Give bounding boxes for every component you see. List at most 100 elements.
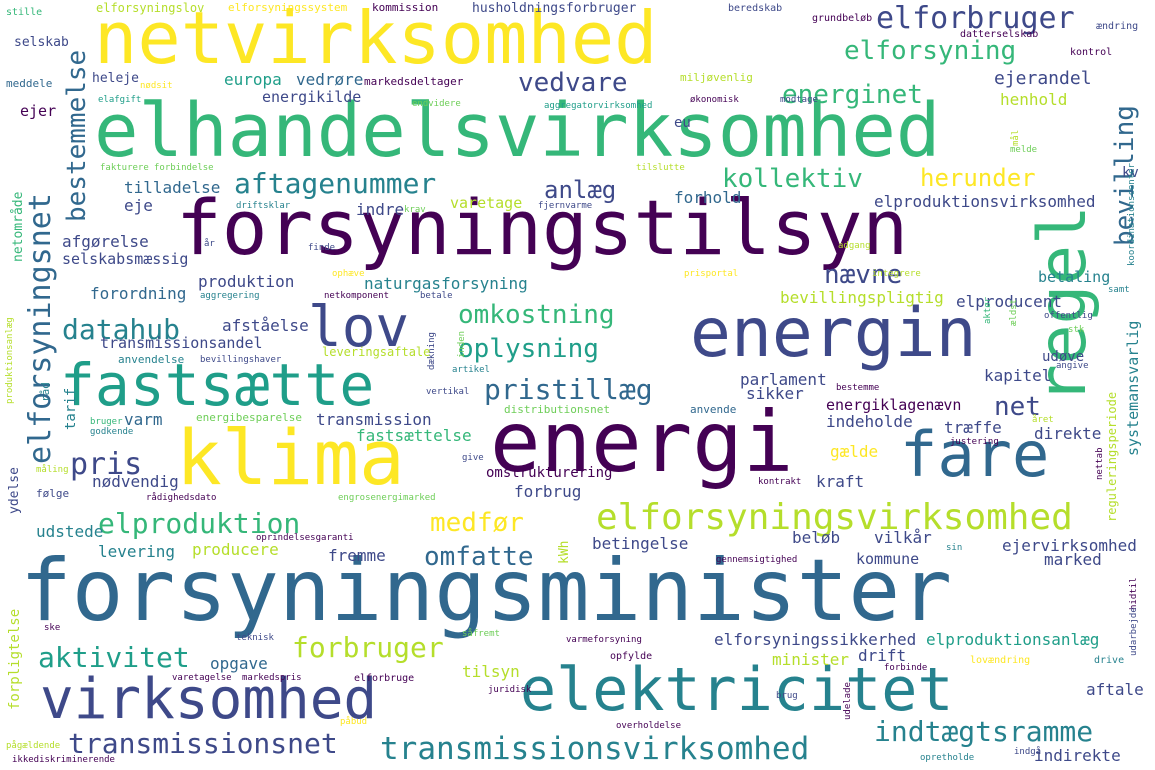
word-elafgift: elafgift xyxy=(98,95,142,105)
word-melde: melde xyxy=(1010,145,1038,155)
word-godkende: godkende xyxy=(90,427,134,437)
word-drift: drift xyxy=(858,646,907,665)
word-henhold: henhold xyxy=(1000,90,1068,109)
word-modtage: modtage xyxy=(780,95,818,105)
word-afgoerelse: afgørelse xyxy=(62,232,149,251)
word-omfatte: omfatte xyxy=(424,542,534,572)
word-pristillaeg: pristillæg xyxy=(484,373,653,406)
word-reguleringsperiode: reguleringsperiode xyxy=(1105,391,1119,522)
word-netkomponent: netkomponent xyxy=(324,291,390,301)
word-traeffe: træffe xyxy=(944,418,1002,437)
word-elforsyningsnet: elforsyningsnet xyxy=(23,193,58,464)
word-minister: minister xyxy=(772,650,850,669)
word-aftagenummer: aftagenummer xyxy=(234,167,437,200)
word-adgang: adgang xyxy=(838,241,871,251)
word-forbrug: forbrug xyxy=(514,482,582,501)
word-finde: finde xyxy=(308,243,336,253)
word-klima: klima xyxy=(176,413,405,502)
word-elhandelsvirksomhed: elhandelsvirksomhed xyxy=(94,88,941,174)
word-maaling: måling xyxy=(36,465,69,475)
word-bevillingshaver: bevillingshaver xyxy=(200,355,282,365)
word-naevne: nævne xyxy=(824,260,903,290)
word-medfoer: medfør xyxy=(430,508,524,538)
word-udstede: udstede xyxy=(36,522,104,541)
word-noedvendig: nødvendig xyxy=(92,472,179,491)
word-aaret: året xyxy=(1032,415,1054,425)
word-opgave: opgave xyxy=(210,654,268,673)
word-selskabsmaessig: selskabsmæssig xyxy=(62,250,189,268)
word-netomraade: netområde xyxy=(11,191,26,262)
word-juridisk: juridisk xyxy=(488,685,532,695)
word-kwh: kWh xyxy=(557,540,572,564)
word-forpligtelse: forpligtelse xyxy=(7,608,23,710)
word-fastsaette: fastsætte xyxy=(60,351,375,419)
word-stille: stille xyxy=(6,7,43,18)
word-teknisk: teknisk xyxy=(236,633,274,643)
word-beredskab: beredskab xyxy=(728,3,783,14)
word-hidtil: hidtil xyxy=(1129,577,1139,610)
word-kommission: kommission xyxy=(372,1,439,14)
word-driftsklar: driftsklar xyxy=(236,201,291,211)
word-omkostning: omkostning xyxy=(458,300,615,330)
word-varmeforsyning: varmeforsyning xyxy=(566,635,642,645)
word-foelge: følge xyxy=(36,487,70,500)
word-transmission: transmission xyxy=(316,410,432,429)
word-aktivitet: aktivitet xyxy=(38,641,190,674)
word-husholdningsforbruger: husholdningsforbruger xyxy=(472,1,637,16)
word-integrere: integrere xyxy=(872,269,921,279)
word-transmissionsvirksomhed: transmissionsvirksomhed xyxy=(380,731,810,767)
word-markedsdeltager: markedsdeltager xyxy=(364,75,464,88)
word-systemansvarlig: systemansvarlig xyxy=(1124,320,1142,456)
word-omstrukturering: omstrukturering xyxy=(486,465,613,481)
word-elektricitet: elektricitet xyxy=(520,655,954,725)
word-ophaeve: ophæve xyxy=(332,269,365,279)
word-udelade: udelade xyxy=(843,682,853,720)
word-forordning: forordning xyxy=(90,284,187,303)
word-leveringsaftale: leveringsaftale xyxy=(322,345,431,359)
word-vilkaar: vilkår xyxy=(874,528,932,547)
word-varm: varm xyxy=(124,410,163,429)
word-gennemsigtighed: gennemsigtighed xyxy=(716,555,798,565)
word-sin: sin xyxy=(946,543,963,553)
word-distributionsnet: distributionsnet xyxy=(504,403,610,416)
word-vedroere: vedrøre xyxy=(296,70,364,89)
word-brug: brug xyxy=(776,691,798,701)
word-gaelde: gælde xyxy=(830,442,879,461)
word-ske: ske xyxy=(44,623,61,633)
word-elproduktion: elproduktion xyxy=(98,507,301,540)
word-aendring: ændring xyxy=(1096,21,1139,32)
word-naturgasforsyning: naturgasforsyning xyxy=(364,274,528,293)
word-overholdelse: overholdelse xyxy=(616,721,682,731)
word-produktion: produktion xyxy=(198,272,295,291)
word-aggregatorvirksomhed: aggregatorvirksomhed xyxy=(544,101,653,111)
word-indtaegtsramme: indtægtsramme xyxy=(874,715,1094,748)
word-transmissionsnet: transmissionsnet xyxy=(68,727,338,760)
word-koordinationscenter: koordinationscenter xyxy=(1127,163,1137,266)
word-udarbejde: udarbejde xyxy=(1129,607,1139,656)
word-raad: råd xyxy=(39,382,52,402)
word-udoeve: udøve xyxy=(1042,349,1085,365)
word-elproducent: elproducent xyxy=(956,292,1062,311)
word-datterselskab: datterselskab xyxy=(960,29,1039,40)
word-energibesparelse: energibesparelse xyxy=(196,411,302,424)
word-virksomhed: virksomhed xyxy=(40,667,378,732)
word-sikker: sikker xyxy=(746,384,804,403)
word-fremme: fremme xyxy=(328,546,386,565)
word-anlaeg: anlæg xyxy=(544,176,617,204)
word-energinet: energinet xyxy=(782,80,923,110)
word-maal: mål xyxy=(1011,129,1021,146)
word-oplysning: oplysning xyxy=(458,334,599,364)
word-eje: eje xyxy=(124,196,153,215)
word-elforbruge: elforbruge xyxy=(354,673,415,684)
word-markedspris: markedspris xyxy=(242,673,302,683)
word-herunder: herunder xyxy=(920,164,1036,192)
word-aftale: aftale xyxy=(1086,680,1144,699)
word-angive: angive xyxy=(1056,361,1089,371)
word-elforbruger: elforbruger xyxy=(876,1,1075,36)
word-indeholde: indeholde xyxy=(826,412,913,431)
word-inden: inden xyxy=(457,330,467,358)
word-indirekte: indirekte xyxy=(1034,746,1121,765)
word-elproduktionsvirksomhed: elproduktionsvirksomhed xyxy=(874,192,1096,211)
word-elproduktionsanlaeg: elproduktionsanlæg xyxy=(926,630,1100,649)
